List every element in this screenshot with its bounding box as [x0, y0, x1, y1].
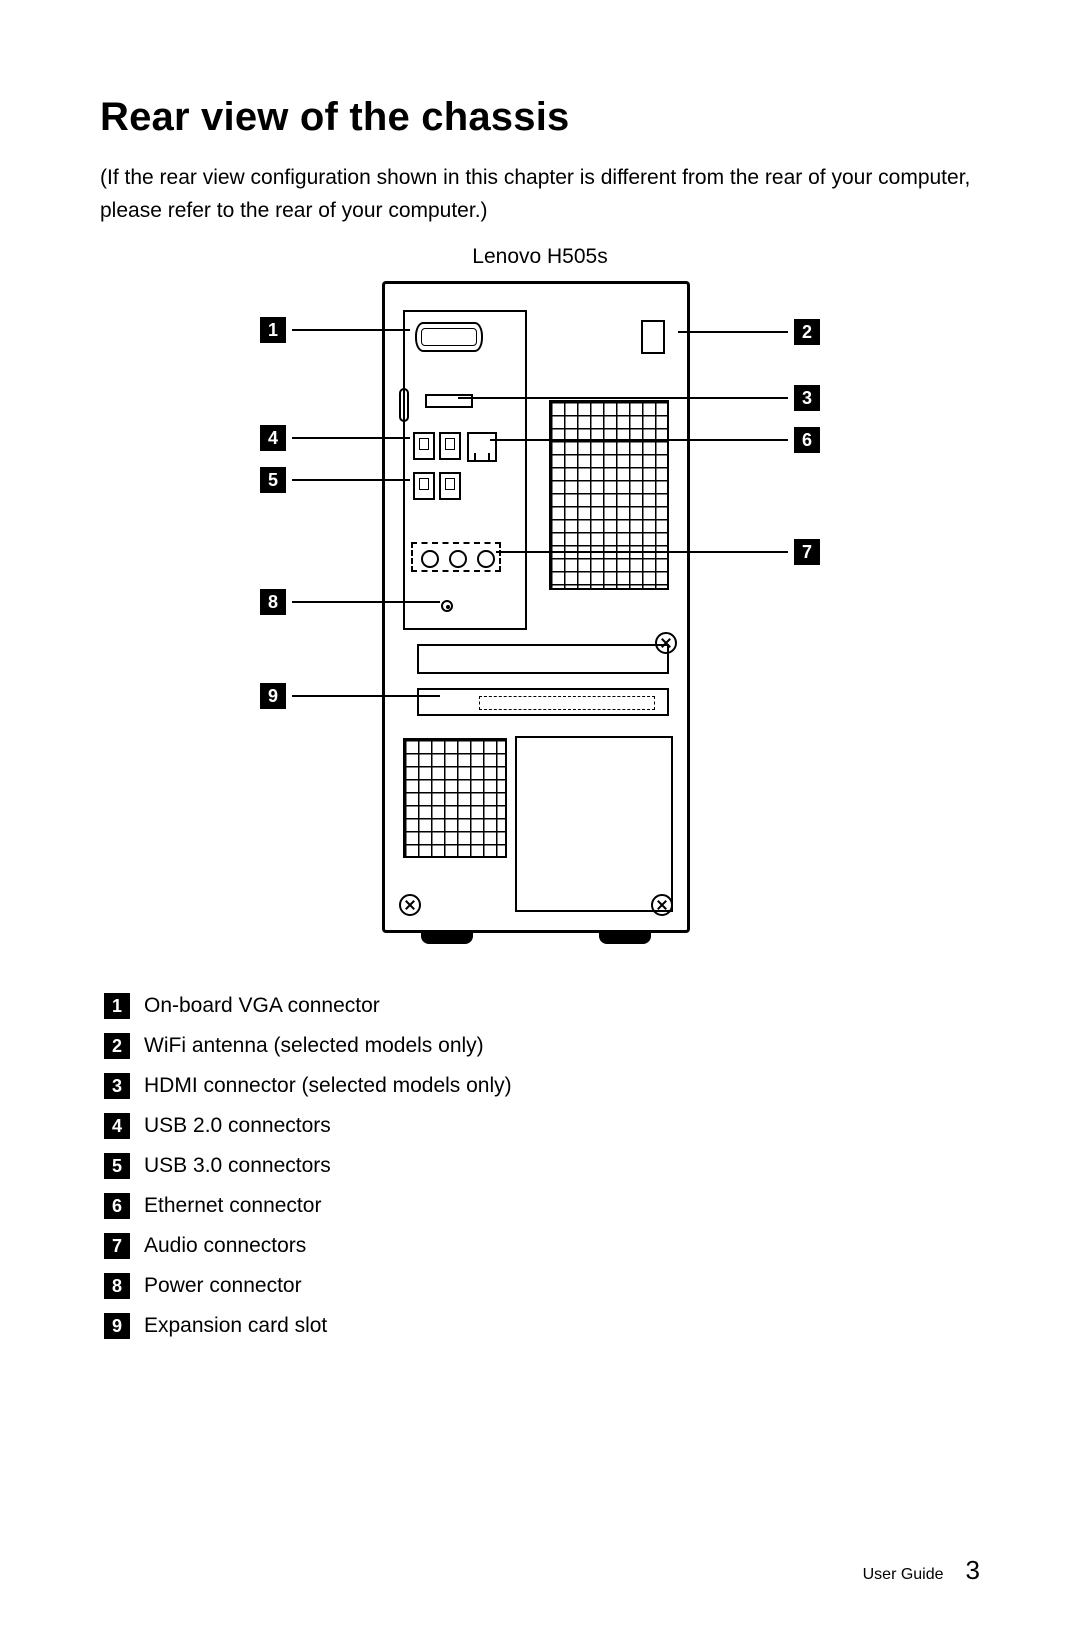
legend-item: 5 USB 3.0 connectors [104, 1153, 980, 1179]
intro-text: (If the rear view configuration shown in… [100, 162, 980, 227]
callout-number: 7 [794, 539, 820, 565]
legend-list: 1 On-board VGA connector 2 WiFi antenna … [104, 993, 980, 1339]
usb-port-icon [439, 432, 461, 460]
footer-page-number: 3 [966, 1555, 980, 1586]
callout-line-icon [496, 551, 788, 553]
legend-number: 2 [104, 1033, 130, 1059]
usb-port-icon [439, 472, 461, 500]
vga-connector-icon [415, 322, 483, 352]
legend-number: 3 [104, 1073, 130, 1099]
legend-label: HDMI connector (selected models only) [144, 1074, 512, 1098]
page: Rear view of the chassis (If the rear vi… [0, 0, 1080, 1642]
legend-item: 6 Ethernet connector [104, 1193, 980, 1219]
legend-number: 7 [104, 1233, 130, 1259]
vent-grid [403, 738, 507, 858]
chassis-diagram: 1 4 5 8 9 2 [260, 277, 820, 957]
callout-number: 6 [794, 427, 820, 453]
legend-number: 6 [104, 1193, 130, 1219]
legend-item: 7 Audio connectors [104, 1233, 980, 1259]
io-panel [403, 310, 527, 630]
audio-jack-icon [449, 550, 467, 568]
callout-number: 8 [260, 589, 286, 615]
legend-label: On-board VGA connector [144, 994, 380, 1018]
audio-jack-icon [477, 550, 495, 568]
callout-line-icon [292, 329, 410, 331]
drive-cage [515, 736, 673, 912]
expansion-slot-inner [479, 696, 655, 710]
callout-number: 2 [794, 319, 820, 345]
legend-number: 9 [104, 1313, 130, 1339]
callout-line-icon [490, 439, 788, 441]
legend-item: 9 Expansion card slot [104, 1313, 980, 1339]
expansion-bracket [417, 644, 669, 674]
legend-label: WiFi antenna (selected models only) [144, 1034, 484, 1058]
chassis-foot [599, 930, 651, 944]
switch-icon [399, 388, 409, 422]
callout-line-icon [678, 331, 788, 333]
callout-6: 6 [490, 427, 820, 453]
callout-number: 9 [260, 683, 286, 709]
footer-doc-title: User Guide [863, 1566, 944, 1584]
audio-connectors-icon [411, 542, 501, 572]
legend-number: 8 [104, 1273, 130, 1299]
screw-icon [399, 894, 421, 916]
legend-number: 5 [104, 1153, 130, 1179]
callout-7: 7 [496, 539, 820, 565]
usb-port-icon [413, 432, 435, 460]
legend-label: USB 3.0 connectors [144, 1154, 331, 1178]
legend-item: 3 HDMI connector (selected models only) [104, 1073, 980, 1099]
callout-line-icon [292, 479, 410, 481]
callout-line-icon [292, 601, 440, 603]
legend-item: 2 WiFi antenna (selected models only) [104, 1033, 980, 1059]
usb3-row [413, 472, 491, 500]
diagram-container: 1 4 5 8 9 2 [100, 277, 980, 957]
legend-label: Power connector [144, 1274, 302, 1298]
callout-number: 1 [260, 317, 286, 343]
callout-number: 3 [794, 385, 820, 411]
callout-line-icon [292, 437, 410, 439]
callout-2: 2 [678, 319, 820, 345]
legend-label: Ethernet connector [144, 1194, 321, 1218]
callout-line-icon [458, 397, 788, 399]
callout-8: 8 [260, 589, 440, 615]
legend-item: 1 On-board VGA connector [104, 993, 980, 1019]
wifi-antenna-icon [641, 320, 665, 354]
callout-5: 5 [260, 467, 410, 493]
callout-number: 5 [260, 467, 286, 493]
page-footer: User Guide 3 [863, 1555, 980, 1586]
callout-1: 1 [260, 317, 410, 343]
chassis-foot [421, 930, 473, 944]
usb-port-icon [413, 472, 435, 500]
legend-item: 4 USB 2.0 connectors [104, 1113, 980, 1139]
callout-9: 9 [260, 683, 440, 709]
power-connector-icon [441, 600, 453, 612]
expansion-slot-icon [417, 688, 669, 716]
callout-3: 3 [458, 385, 820, 411]
legend-number: 1 [104, 993, 130, 1019]
legend-label: Expansion card slot [144, 1314, 327, 1338]
legend-item: 8 Power connector [104, 1273, 980, 1299]
legend-number: 4 [104, 1113, 130, 1139]
legend-label: USB 2.0 connectors [144, 1114, 331, 1138]
legend-label: Audio connectors [144, 1234, 306, 1258]
model-label: Lenovo H505s [100, 245, 980, 269]
callout-4: 4 [260, 425, 410, 451]
page-title: Rear view of the chassis [100, 95, 980, 140]
callout-number: 4 [260, 425, 286, 451]
callout-line-icon [292, 695, 440, 697]
audio-jack-icon [421, 550, 439, 568]
